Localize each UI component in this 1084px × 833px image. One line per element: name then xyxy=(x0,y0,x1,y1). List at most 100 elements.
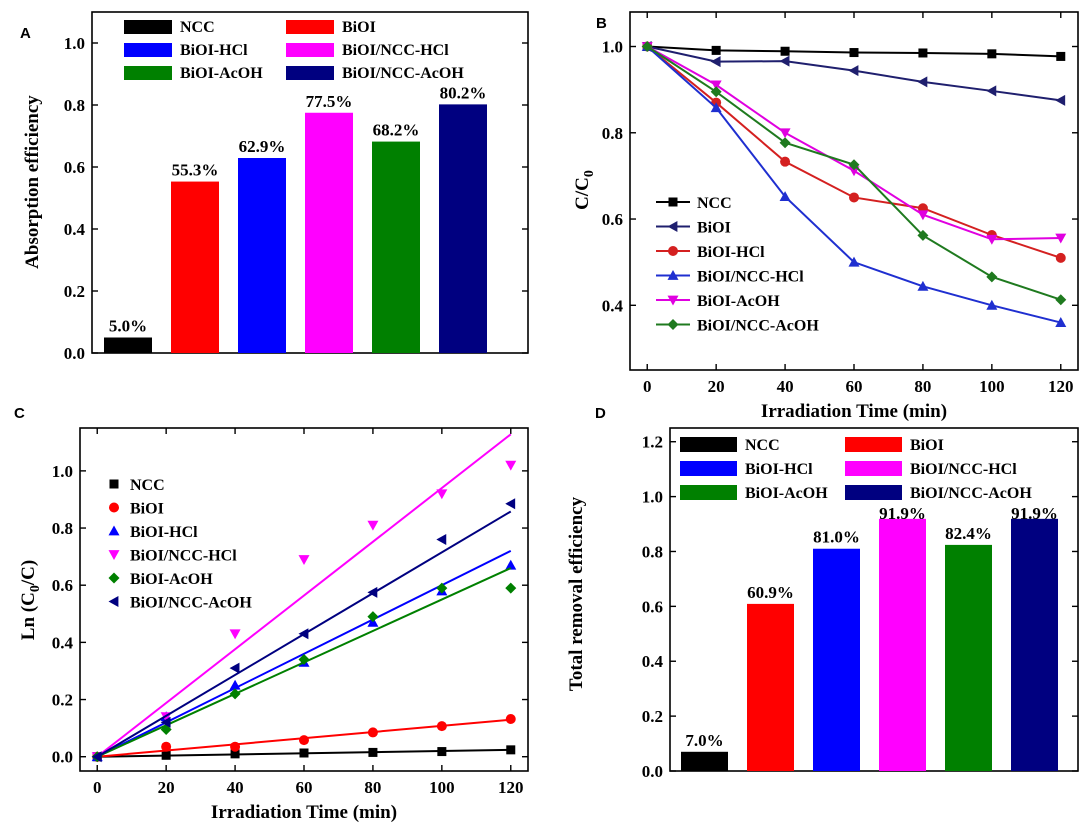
data-point xyxy=(505,713,516,724)
y-axis-label: Ln (C0/C) xyxy=(18,560,43,640)
y-axis-label-sub: 0 xyxy=(28,585,43,592)
y-tick-label: 1.0 xyxy=(642,488,663,507)
data-point xyxy=(161,750,171,760)
data-point xyxy=(848,256,860,267)
bar-value-label: 82.4% xyxy=(945,524,992,543)
y-axis-label: Total removal efficiency xyxy=(566,496,587,691)
legend-marker xyxy=(109,479,119,489)
data-point xyxy=(779,191,791,202)
bar-bioi-acoh xyxy=(372,141,420,353)
y-axis-label: Absorption efficiency xyxy=(22,95,43,269)
series-ncc xyxy=(92,745,516,762)
legend-marker xyxy=(108,572,120,584)
x-tick-label: 120 xyxy=(498,778,524,797)
legend-label: BiOI/NCC-HCl xyxy=(697,269,804,286)
legend-label: BiOI xyxy=(130,501,164,518)
panel-c: C 0.0 0.2 0.4 0.6 0.8 1.0 0 20 40 60 80 100 120 Irradi… xyxy=(14,405,529,823)
x-tick-label: 100 xyxy=(979,377,1005,396)
data-point xyxy=(917,210,929,221)
data-point xyxy=(917,229,929,241)
bar-value-label: 81.0% xyxy=(813,528,860,547)
data-point xyxy=(779,137,791,149)
bar-bioi-hcl xyxy=(238,158,286,353)
legend-marker xyxy=(108,550,120,560)
bar-bioi-ncc-acoh xyxy=(439,104,487,353)
data-point xyxy=(298,628,309,640)
bar-value-label: 60.9% xyxy=(747,583,794,602)
y-tick-label: 0.8 xyxy=(602,124,623,143)
legend-swatch-bioi xyxy=(845,437,902,452)
data-point xyxy=(436,721,447,732)
legend-swatch-bioi-ncc-acoh xyxy=(286,66,334,80)
data-point xyxy=(1055,233,1067,244)
legend-marker xyxy=(667,319,679,330)
data-point xyxy=(779,128,791,139)
bar-value-label: 80.2% xyxy=(440,83,487,102)
legend-swatch-ncc xyxy=(124,20,172,34)
x-tick-label: 60 xyxy=(296,778,313,797)
legend: NCC BiOI BiOI-HCl BiOI/NCC-HCl BiOI-AcOH BiOI… xyxy=(108,477,252,612)
legend-label: BiOI/NCC-HCl xyxy=(342,42,449,59)
data-point xyxy=(298,654,310,666)
y-tick-label: 0.6 xyxy=(52,576,73,595)
y-tick-label: 0.4 xyxy=(64,220,86,239)
bar-ncc xyxy=(681,751,728,771)
y-axis-label-sub: 0 xyxy=(582,170,597,177)
data-point xyxy=(299,735,309,746)
y-tick-label: 0.0 xyxy=(52,748,73,767)
data-point xyxy=(849,192,859,203)
bar-value-label: 68.2% xyxy=(373,121,420,140)
y-tick-label: 1.0 xyxy=(64,34,85,53)
y-tick-label: 0.2 xyxy=(64,282,85,301)
data-point xyxy=(298,555,310,565)
bar-value-label: 91.9% xyxy=(879,504,926,523)
y-tick-label: 0.4 xyxy=(602,296,624,315)
data-point xyxy=(1055,94,1066,106)
data-point xyxy=(91,751,102,763)
x-tick-label: 40 xyxy=(227,778,244,797)
data-point xyxy=(987,49,997,59)
legend-label: BiOI-HCl xyxy=(697,244,765,261)
x-tick-label: 40 xyxy=(777,377,794,396)
legend: NCC BiOI BiOI-HCl BiOI/NCC-HCl BiOI-AcOH BiOI… xyxy=(656,195,819,335)
bar-value-label: 7.0% xyxy=(685,731,723,750)
x-tick-label: 100 xyxy=(429,778,455,797)
data-point xyxy=(641,41,653,53)
legend-marker xyxy=(668,246,678,256)
data-point xyxy=(849,48,859,58)
data-point xyxy=(710,80,722,91)
legend-label: BiOI-AcOH xyxy=(180,65,263,82)
bar-bioi xyxy=(747,603,794,771)
data-point xyxy=(229,662,240,674)
bars: 7.0% 60.9% 81.0% 91.9% 82.4% 91.9% xyxy=(681,504,1058,771)
legend-marker xyxy=(667,270,679,280)
data-point xyxy=(299,748,309,758)
data-point xyxy=(918,48,928,58)
data-point xyxy=(161,741,172,752)
legend-marker xyxy=(668,197,678,207)
legend-swatch-bioi-hcl xyxy=(680,461,737,476)
y-tick-label: 0.6 xyxy=(64,158,85,177)
y-tick-label: 1.0 xyxy=(602,38,623,57)
data-point xyxy=(917,76,928,88)
bar-bioi-acoh xyxy=(945,544,992,771)
data-point xyxy=(437,747,447,757)
data-point xyxy=(710,86,722,98)
legend-label: BiOI-HCl xyxy=(130,524,198,541)
data-point xyxy=(436,489,448,500)
data-point xyxy=(711,45,721,55)
legend-label: BiOI/NCC-AcOH xyxy=(910,485,1032,502)
data-point xyxy=(986,234,998,245)
panel-d: D 0.0 0.2 0.4 0.6 0.8 1.0 1.2 Total removal effi… xyxy=(566,405,1079,781)
legend-label: NCC xyxy=(745,437,780,454)
data-point xyxy=(229,679,241,690)
legend-swatch-bioi-hcl xyxy=(124,43,172,57)
data-point xyxy=(1055,252,1066,263)
legend-marker xyxy=(667,295,679,306)
plot-frame xyxy=(669,427,1079,772)
y-tick-label: 0.0 xyxy=(642,762,663,781)
panel-letter: D xyxy=(595,405,606,422)
bar-value-label: 77.5% xyxy=(306,92,353,111)
y-axis-label-tail: /C) xyxy=(18,560,39,586)
y-tick-label: 0.8 xyxy=(642,542,663,561)
